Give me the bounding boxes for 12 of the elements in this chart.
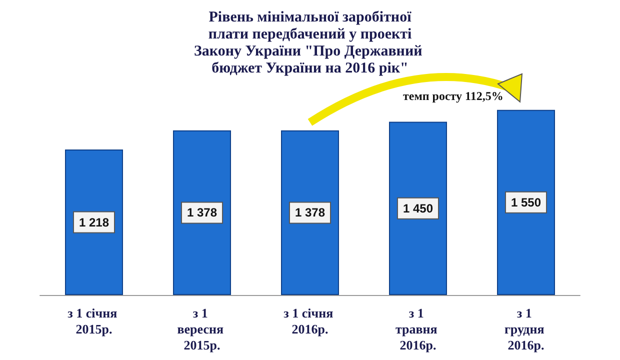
data-label: 1 550 — [510, 195, 542, 210]
text: темп росту 112,5% — [403, 88, 504, 103]
data-label: 1 450 — [402, 201, 434, 216]
x-tick-label: з 1 січня 2015р. — [68, 306, 120, 336]
x-tick-label: з 1 січня 2016р. — [284, 306, 336, 336]
x-tick-label: з 1 грудня 2016р. — [504, 306, 548, 352]
chart-title: Рівень мінімальної заробітної плати передбачений у проекті Закону України "Про Державний бюджет України на 2016 рік" — [194, 10, 426, 76]
x-tick-label: з 1 травня 2016р. — [395, 306, 441, 352]
data-label: 1 218 — [78, 215, 110, 230]
x-tick-label: з 1 вересня 2015р. — [177, 306, 227, 352]
data-label: 1 378 — [186, 206, 218, 220]
data-label: 1 378 — [294, 206, 326, 220]
